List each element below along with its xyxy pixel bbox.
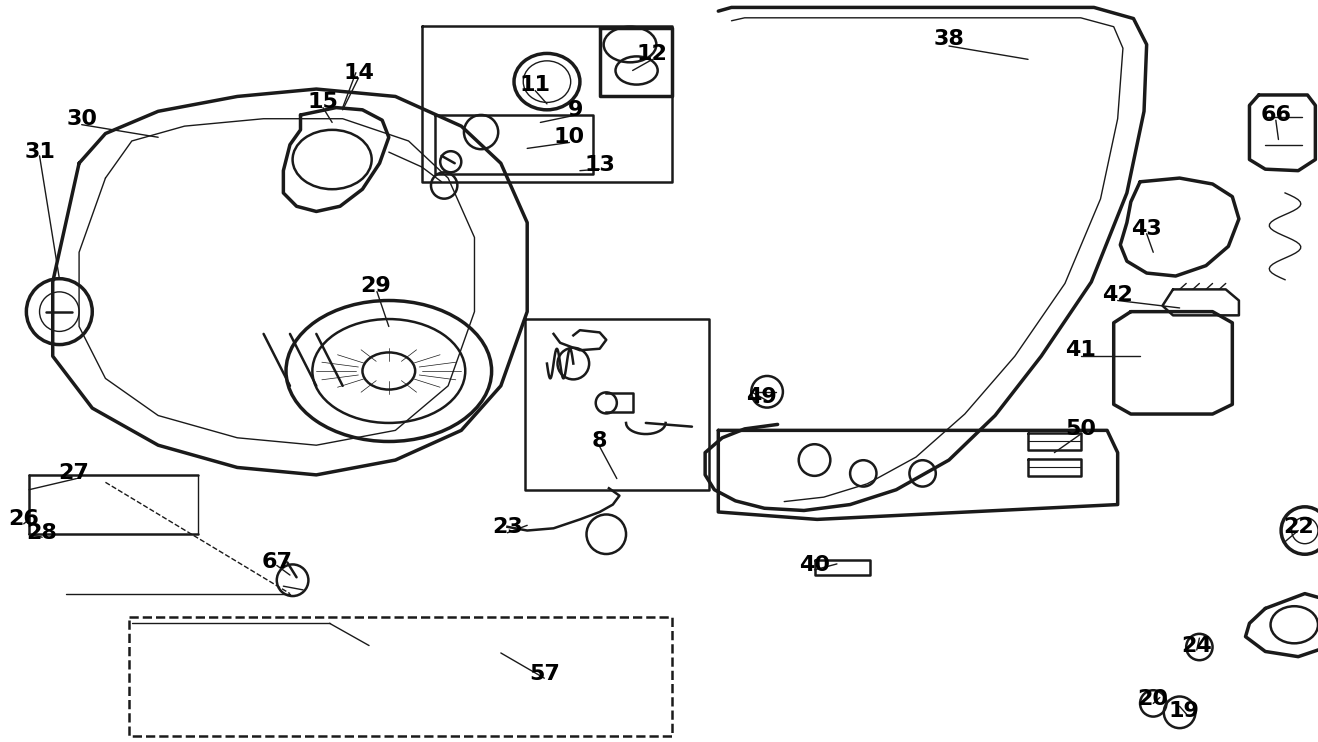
Text: 30: 30 — [66, 109, 98, 128]
Text: 49: 49 — [746, 387, 778, 407]
Text: 8: 8 — [592, 432, 608, 451]
Text: 57: 57 — [529, 664, 560, 683]
Text: 13: 13 — [584, 155, 616, 174]
Text: 27: 27 — [58, 464, 90, 483]
Text: 15: 15 — [307, 93, 339, 112]
Text: 9: 9 — [568, 100, 584, 119]
Text: 10: 10 — [554, 128, 585, 147]
Text: 50: 50 — [1065, 419, 1097, 439]
Text: 20: 20 — [1137, 689, 1169, 709]
Text: 22: 22 — [1282, 517, 1314, 536]
Text: 31: 31 — [24, 142, 55, 162]
Text: 43: 43 — [1131, 219, 1162, 238]
Text: 12: 12 — [637, 45, 668, 64]
Text: 14: 14 — [343, 63, 374, 82]
Text: 23: 23 — [492, 517, 523, 536]
Text: 28: 28 — [26, 523, 58, 542]
Text: 19: 19 — [1168, 701, 1199, 720]
Text: 42: 42 — [1102, 286, 1133, 305]
Text: 38: 38 — [933, 29, 965, 48]
Text: 67: 67 — [261, 553, 293, 572]
Text: 29: 29 — [360, 276, 391, 295]
Text: 26: 26 — [8, 510, 40, 529]
Text: 41: 41 — [1065, 341, 1097, 360]
Text: 40: 40 — [799, 556, 830, 575]
Text: 11: 11 — [519, 76, 551, 95]
Text: 24: 24 — [1181, 636, 1213, 655]
Text: 66: 66 — [1260, 105, 1292, 125]
